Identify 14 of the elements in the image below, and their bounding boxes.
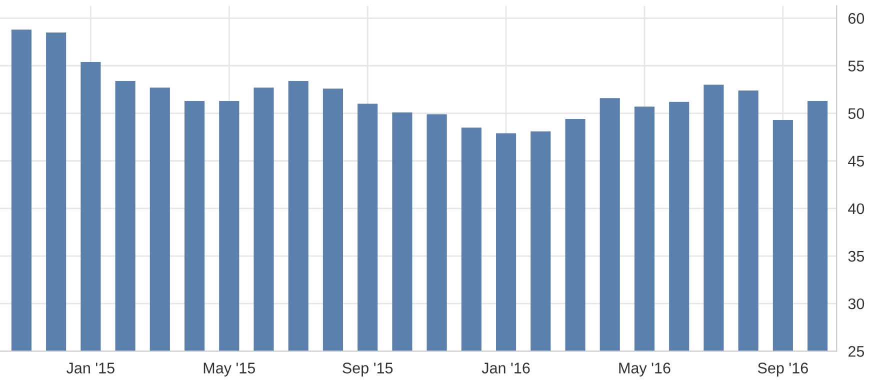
- x-tick-label: May '15: [204, 362, 256, 376]
- y-tick-label: 40: [848, 203, 864, 214]
- x-tick-label: Sep '15: [342, 362, 393, 376]
- y-tick-label: 55: [848, 60, 864, 72]
- y-tick-label: 45: [848, 156, 864, 167]
- x-tick-label: May '16: [619, 362, 670, 376]
- y-tick-label: 30: [848, 298, 864, 310]
- y-tick-label: 25: [848, 346, 864, 357]
- x-tick-label: Jan '15: [66, 362, 114, 374]
- x-tick-label: Jan '16: [482, 362, 530, 374]
- y-tick-label: 50: [848, 108, 864, 120]
- y-tick-label: 60: [848, 13, 864, 24]
- x-tick-label: Sep '16: [758, 362, 808, 376]
- y-tick-label: 35: [848, 250, 864, 262]
